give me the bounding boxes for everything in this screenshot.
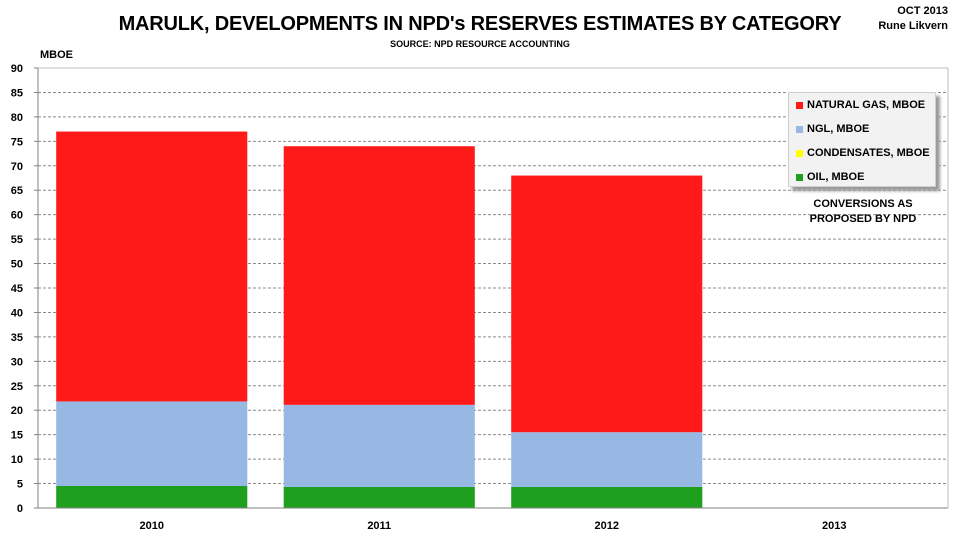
author-label: Rune Likvern (878, 20, 948, 32)
y-tick-label: 75 (11, 136, 23, 148)
legend-swatch (796, 173, 803, 181)
y-tick-label: 5 (17, 479, 23, 491)
conversion-note-line2: PROPOSED BY NPD (809, 213, 917, 225)
date-label: OCT 2013 (897, 5, 948, 17)
y-tick-label: 20 (11, 405, 23, 417)
legend-item: NGL, MBOE (796, 122, 869, 136)
y-tick-label: 70 (11, 161, 23, 173)
y-tick-label: 55 (11, 234, 23, 246)
bar-natural-gas-2010 (56, 131, 248, 402)
conversion-note: CONVERSIONS AS PROPOSED BY NPD (790, 197, 936, 227)
bar-oil-2012 (511, 486, 703, 508)
x-tick-label: 2011 (367, 520, 391, 532)
chart-title: MARULK, DEVELOPMENTS IN NPD's RESERVES E… (118, 13, 842, 35)
y-tick-label: 65 (11, 185, 23, 197)
header-meta: OCT 2013 Rune Likvern (878, 4, 948, 34)
y-tick-label: 15 (11, 430, 23, 442)
y-tick-label: 60 (11, 210, 23, 222)
bar-natural-gas-2011 (283, 146, 475, 405)
chart-legend: NATURAL GAS, MBOE NGL, MBOE CONDENSATES, M… (788, 92, 936, 187)
y-tick-label: 50 (11, 259, 23, 271)
legend-label: OIL, MBOE (807, 171, 865, 183)
y-tick-label: 85 (11, 87, 23, 99)
legend-swatch (796, 125, 803, 133)
y-tick-label: 10 (11, 454, 23, 466)
legend-label: NGL, MBOE (807, 123, 870, 135)
y-axis-label: MBOE (40, 49, 73, 61)
legend-item: CONDENSATES, MBOE (796, 146, 930, 160)
x-tick-label: 2010 (140, 520, 164, 532)
y-tick-label: 35 (11, 332, 23, 344)
y-tick-label: 40 (11, 307, 23, 319)
y-tick-label: 25 (11, 381, 23, 393)
y-tick-label: 30 (11, 356, 23, 368)
bar-ngl-2010 (56, 401, 248, 486)
x-tick-label: 2012 (595, 520, 619, 532)
chart-subtitle: SOURCE: NPD RESOURCE ACCOUNTING (390, 39, 570, 49)
y-tick-label: 80 (11, 112, 23, 124)
y-tick-label: 0 (17, 503, 23, 515)
legend-label: CONDENSATES, MBOE (807, 147, 930, 159)
bar-oil-2010 (56, 486, 248, 508)
conversion-note-line1: CONVERSIONS AS (813, 198, 913, 210)
bar-oil-2011 (283, 486, 475, 508)
x-tick-label: 2013 (822, 520, 846, 532)
bar-natural-gas-2012 (511, 175, 703, 433)
legend-swatch (796, 101, 803, 109)
y-tick-label: 45 (11, 283, 23, 295)
bar-ngl-2012 (511, 432, 703, 487)
legend-label: NATURAL GAS, MBOE (807, 99, 926, 111)
legend-swatch (796, 149, 803, 157)
y-tick-label: 90 (11, 63, 23, 75)
legend-item: NATURAL GAS, MBOE (796, 98, 925, 112)
legend-item: OIL, MBOE (796, 170, 864, 184)
bar-ngl-2011 (283, 404, 475, 487)
